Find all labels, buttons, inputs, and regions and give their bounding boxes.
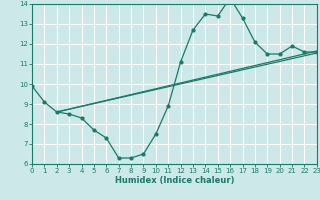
X-axis label: Humidex (Indice chaleur): Humidex (Indice chaleur) (115, 176, 234, 185)
